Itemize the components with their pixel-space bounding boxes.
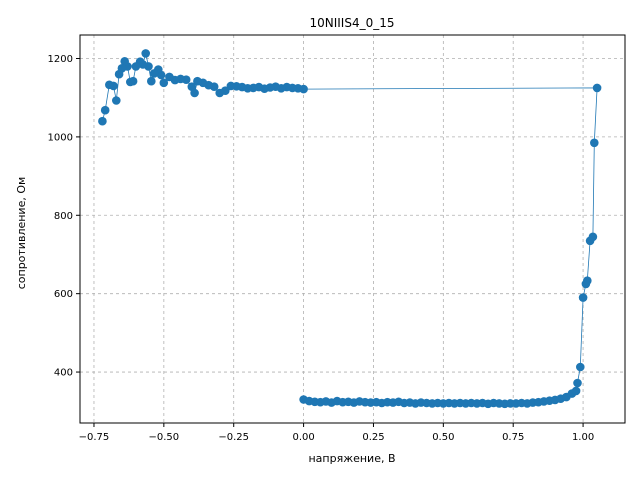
data-point bbox=[105, 80, 114, 90]
y-tick-label: 600 bbox=[54, 289, 73, 300]
data-point bbox=[590, 138, 599, 148]
data-point bbox=[149, 69, 159, 78]
x-tick-label: −0.50 bbox=[149, 432, 180, 443]
data-point bbox=[100, 105, 110, 115]
data-point bbox=[159, 78, 169, 88]
y-axis-ticks: 400 600 800 1000 1200 bbox=[48, 54, 80, 379]
data-point bbox=[165, 72, 174, 82]
data-point bbox=[578, 293, 588, 302]
y-axis-label: сопротивление, Ом bbox=[15, 177, 28, 290]
plot-frame bbox=[79, 34, 626, 424]
axes-frame bbox=[79, 34, 626, 424]
data-point bbox=[126, 77, 135, 87]
data-point bbox=[131, 62, 141, 71]
data-point bbox=[573, 378, 582, 388]
y-tick-label: 1200 bbox=[48, 54, 73, 65]
chart-title: 10NIIIS4_0_15 bbox=[309, 16, 394, 30]
data-point bbox=[147, 76, 156, 86]
data-point bbox=[98, 116, 107, 126]
x-tick-label: 0.00 bbox=[292, 432, 314, 443]
x-tick-label: −0.75 bbox=[79, 432, 110, 443]
data-series bbox=[98, 49, 602, 409]
data-point bbox=[120, 57, 129, 66]
data-point bbox=[576, 362, 585, 372]
x-tick-label: 0.25 bbox=[362, 432, 384, 443]
grid bbox=[80, 35, 625, 423]
x-tick-label: −0.25 bbox=[218, 432, 249, 443]
data-point bbox=[141, 49, 150, 58]
x-tick-label: 0.50 bbox=[432, 432, 454, 443]
x-tick-label: 1.00 bbox=[572, 432, 594, 443]
y-tick-label: 400 bbox=[54, 368, 73, 379]
data-point bbox=[187, 82, 197, 91]
x-axis-label: напряжение, В bbox=[308, 452, 395, 465]
data-point bbox=[588, 232, 598, 242]
data-point bbox=[215, 88, 224, 98]
data-point bbox=[226, 81, 236, 91]
data-point bbox=[114, 69, 124, 79]
y-tick-label: 800 bbox=[54, 211, 73, 222]
y-tick-label: 1000 bbox=[48, 132, 73, 143]
data-point bbox=[112, 96, 121, 105]
data-point bbox=[193, 76, 202, 86]
series-line bbox=[102, 53, 598, 405]
data-point bbox=[592, 83, 602, 93]
x-axis-ticks: −0.75 −0.50 −0.25 0.00 0.25 0.50 0.75 1.00 bbox=[79, 423, 594, 443]
x-tick-label: 0.75 bbox=[502, 432, 524, 443]
data-point bbox=[571, 386, 581, 396]
data-point bbox=[583, 276, 592, 286]
